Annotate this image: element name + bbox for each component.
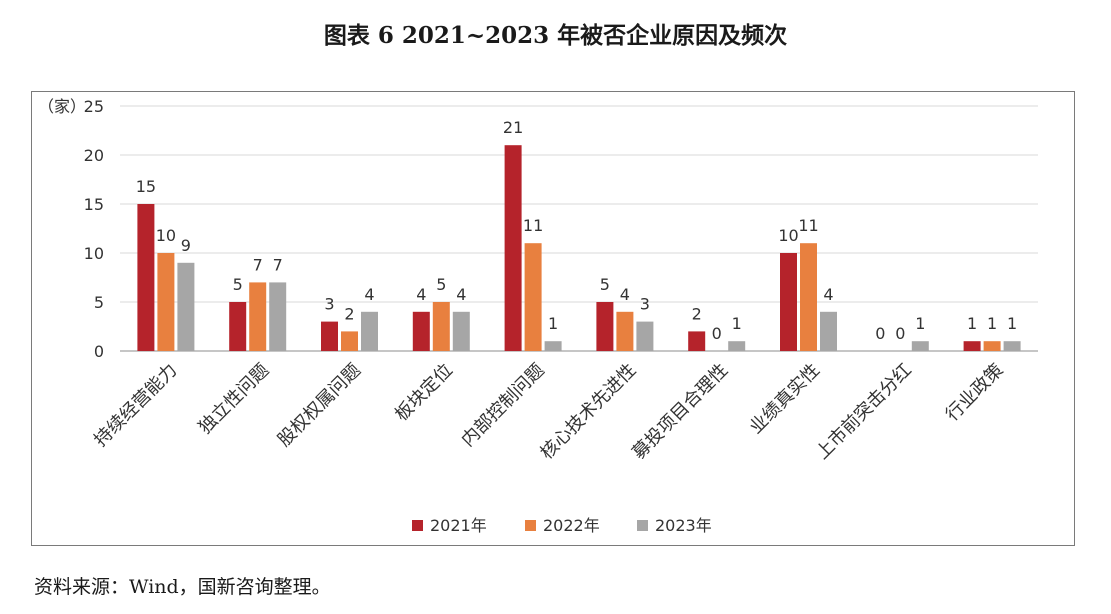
data-label: 9 <box>181 236 191 255</box>
x-tick-label: 股权权属问题 <box>274 360 365 451</box>
data-label: 1 <box>732 314 742 333</box>
bar <box>1003 341 1021 351</box>
data-label: 4 <box>823 285 833 304</box>
bar <box>361 311 378 351</box>
data-label: 5 <box>436 275 446 294</box>
bar <box>504 145 522 351</box>
bar <box>544 341 562 351</box>
x-tick-label: 内部控制问题 <box>457 360 548 451</box>
data-label: 5 <box>233 275 243 294</box>
data-label: 7 <box>253 255 263 274</box>
data-label: 10 <box>156 226 176 245</box>
bar <box>269 282 287 351</box>
data-label: 4 <box>364 285 374 304</box>
x-tick-label: 上市前突击分红 <box>812 360 916 464</box>
data-label: 2 <box>692 304 702 323</box>
legend-label: 2022年 <box>543 516 600 535</box>
y-tick-label: 5 <box>94 293 104 312</box>
bar <box>616 311 634 351</box>
data-label: 4 <box>416 285 426 304</box>
bar <box>820 311 837 351</box>
x-tick-label: 持续经营能力 <box>90 360 181 451</box>
y-tick-label: 25 <box>84 97 104 116</box>
chart-frame <box>31 91 1075 546</box>
bar <box>321 321 338 351</box>
data-label: 3 <box>324 295 334 314</box>
data-label: 21 <box>503 118 523 137</box>
data-label: 11 <box>523 216 543 235</box>
x-tick-label: 行业政策 <box>942 360 1008 426</box>
data-label: 1 <box>987 314 997 333</box>
legend-swatch <box>525 520 536 531</box>
bar <box>177 262 195 351</box>
data-label: 1 <box>548 314 558 333</box>
bar <box>341 331 358 351</box>
y-tick-label: 20 <box>84 146 104 165</box>
bar <box>780 253 797 351</box>
data-label: 2 <box>344 304 354 323</box>
data-label: 5 <box>600 275 610 294</box>
x-tick-label: 业绩真实性 <box>746 360 824 438</box>
data-label: 0 <box>895 324 905 343</box>
data-label: 10 <box>778 226 798 245</box>
bar <box>249 282 267 351</box>
bar <box>963 341 981 351</box>
bar <box>596 302 614 351</box>
data-label: 0 <box>875 324 885 343</box>
legend-label: 2023年 <box>655 516 712 535</box>
bar <box>229 302 247 351</box>
y-tick-label: 0 <box>94 342 104 361</box>
bar <box>636 321 654 351</box>
data-label: 11 <box>798 216 818 235</box>
bar <box>452 311 470 351</box>
data-label: 3 <box>640 295 650 314</box>
data-label: 4 <box>456 285 466 304</box>
bar <box>157 253 175 351</box>
x-tick-label: 独立性问题 <box>195 360 273 438</box>
y-tick-label: 10 <box>84 244 104 263</box>
legend-label: 2021年 <box>430 516 487 535</box>
data-label: 0 <box>712 324 722 343</box>
data-label: 1 <box>915 314 925 333</box>
legend-swatch <box>637 520 648 531</box>
data-label: 15 <box>136 177 156 196</box>
bar <box>432 302 450 351</box>
source-note: 资料来源：Wind，国新咨询整理。 <box>34 576 331 598</box>
bar <box>412 311 430 351</box>
legend-swatch <box>412 520 423 531</box>
bar <box>911 341 929 351</box>
bar <box>137 204 155 351</box>
x-tick-label: 核心技术先进性 <box>536 360 640 464</box>
y-tick-label: 15 <box>84 195 104 214</box>
data-label: 4 <box>620 285 630 304</box>
data-label: 7 <box>273 255 283 274</box>
x-tick-label: 板块定位 <box>391 360 457 426</box>
bar <box>800 243 817 351</box>
chart-title: 图表 6 2021~2023 年被否企业原因及频次 <box>323 22 788 49</box>
x-tick-label: 募投项目合理性 <box>628 360 732 464</box>
data-label: 1 <box>1007 314 1017 333</box>
y-axis-label: （家） <box>38 97 86 116</box>
bar <box>688 331 706 351</box>
bar <box>524 243 542 351</box>
data-label: 1 <box>967 314 977 333</box>
bar <box>983 341 1001 351</box>
bar <box>728 341 746 351</box>
